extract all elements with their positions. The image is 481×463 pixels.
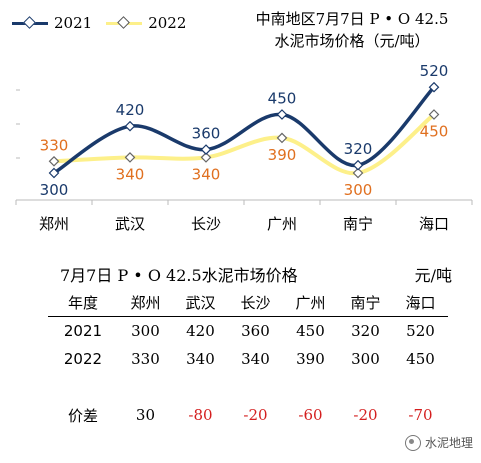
table-col-header: 郑州 — [117, 288, 173, 317]
table-diff-row: 价差 30 -80 -20 -60 -20 -70 — [48, 401, 448, 429]
legend-swatch-2021 — [12, 16, 48, 29]
table-cell: 300 — [351, 350, 380, 368]
table-cell: 420 — [186, 322, 215, 340]
data-point-2022 — [428, 109, 440, 120]
x-tick-label: 广州 — [267, 215, 297, 233]
table-col-header: 南宁 — [337, 288, 393, 317]
x-tick-label: 海口 — [419, 215, 449, 233]
legend-item-2022: 2022 — [106, 14, 186, 32]
legend-label-2022: 2022 — [148, 14, 187, 32]
data-label-2022: 340 — [116, 165, 145, 183]
table-title-row: 7月7日 P • O 42.5水泥市场价格 元/吨 — [48, 262, 458, 288]
data-label-2022: 450 — [420, 123, 449, 141]
table-diff-label: 价差 — [67, 406, 98, 425]
x-tick-label: 南宁 — [343, 215, 373, 233]
table-title: 7月7日 P • O 42.5水泥市场价格 — [60, 266, 298, 285]
table-cell: 340 — [241, 350, 270, 368]
watermark-text: 水泥地理 — [424, 436, 473, 450]
data-label-2021: 360 — [192, 125, 221, 143]
price-table: 年度 郑州 武汉 长沙 广州 南宁 海口 2021 300 420 360 45… — [48, 288, 448, 429]
price-table-block: 7月7日 P • O 42.5水泥市场价格 元/吨 年度 郑州 武汉 长沙 广州… — [48, 262, 458, 429]
table-cell: 330 — [131, 350, 160, 368]
table-cell: 300 — [131, 322, 160, 340]
table-diff-cell: -80 — [188, 406, 213, 424]
data-point-2021 — [428, 81, 440, 93]
data-label-2021: 300 — [40, 181, 69, 199]
data-label-2021: 420 — [116, 101, 145, 119]
data-label-2021: 520 — [420, 62, 449, 80]
table-col-header: 海口 — [392, 288, 448, 317]
legend-item-2021: 2021 — [12, 14, 92, 32]
table-header-row: 年度 郑州 武汉 长沙 广州 南宁 海口 — [48, 288, 448, 317]
x-tick-label: 郑州 — [39, 215, 69, 233]
chart-subtitle: 水泥市场价格（元/吨） — [274, 32, 430, 50]
line-chart: 郑州 武汉 长沙 广州 南宁 海口 300 420 360 450 320 520 330 340 340 3… — [15, 62, 473, 233]
data-point-2022 — [200, 152, 212, 163]
table-diff-cell: -60 — [298, 406, 323, 424]
data-label-2022: 390 — [268, 146, 297, 164]
table-diff-cell: -70 — [408, 406, 433, 424]
data-point-2021 — [352, 159, 364, 171]
chart-title: 中南地区7月7日 P • O 42.5 — [255, 10, 449, 28]
chart-legend: 2021 2022 — [12, 14, 200, 32]
table-diff-cell: 30 — [135, 406, 156, 424]
data-label-2021: 320 — [344, 140, 373, 158]
data-point-2021 — [200, 144, 212, 155]
table-col-header: 武汉 — [172, 288, 228, 317]
table-col-header: 广州 — [282, 288, 338, 317]
table-header-label: 年度 — [48, 288, 118, 317]
data-point-2021 — [124, 120, 136, 132]
series-line-2022 — [52, 112, 436, 176]
data-point-2022 — [352, 167, 364, 179]
table-diff-cell: -20 — [243, 406, 268, 424]
table-cell: 360 — [241, 322, 270, 340]
data-point-2022 — [124, 152, 136, 163]
table-row: 2021 300 420 360 450 320 520 — [48, 317, 448, 346]
series-line-2021 — [52, 85, 436, 175]
table-cell: 390 — [296, 350, 325, 368]
table-row-label: 2022 — [63, 350, 103, 368]
legend-swatch-2022 — [106, 16, 143, 29]
table-cell: 450 — [406, 350, 435, 368]
data-label-2022: 300 — [344, 181, 373, 199]
data-point-2022 — [276, 132, 288, 144]
data-label-2021: 450 — [268, 90, 297, 108]
table-cell: 520 — [406, 322, 435, 340]
data-point-2022 — [48, 155, 60, 167]
legend-label-2021: 2021 — [54, 14, 93, 32]
table-unit: 元/吨 — [414, 266, 452, 285]
table-cell: 320 — [351, 322, 380, 340]
wechat-icon — [404, 434, 421, 451]
table-cell: 450 — [296, 322, 325, 340]
watermark: 水泥地理 — [404, 434, 473, 451]
data-label-2022: 330 — [40, 136, 69, 154]
data-point-2021 — [276, 109, 288, 120]
x-tick-label: 武汉 — [115, 215, 145, 233]
table-row: 2022 330 340 340 390 300 450 — [48, 345, 448, 373]
x-tick-label: 长沙 — [191, 215, 221, 233]
table-diff-cell: -20 — [353, 406, 378, 424]
table-col-header: 长沙 — [227, 288, 283, 317]
chart-title-block: 中南地区7月7日 P • O 42.5 水泥市场价格（元/吨） — [232, 8, 472, 52]
table-spacer-row — [48, 373, 448, 401]
table-cell: 340 — [186, 350, 215, 368]
table-row-label: 2021 — [63, 322, 103, 340]
data-label-2022: 340 — [192, 165, 221, 183]
data-point-2021 — [48, 167, 60, 179]
